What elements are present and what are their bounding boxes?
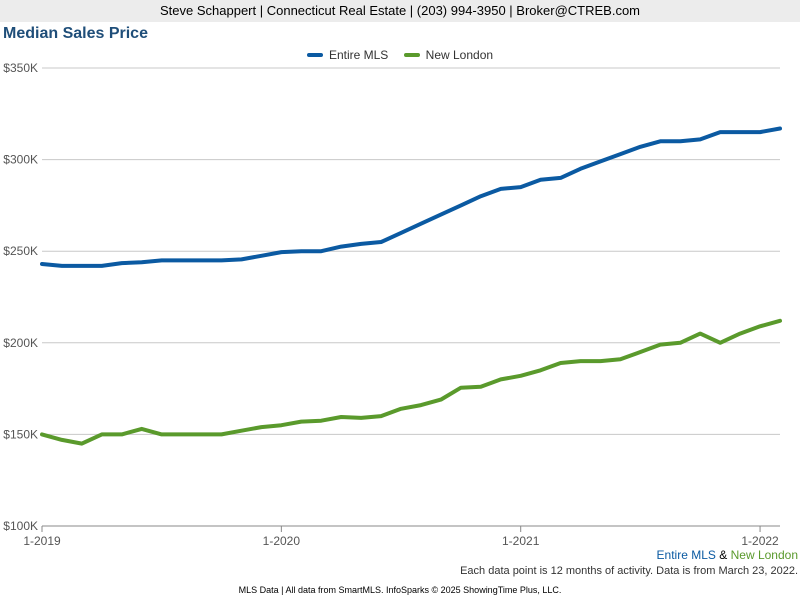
activity-note: Each data point is 12 months of activity… [460, 565, 798, 577]
y-tick-label: $200K [3, 336, 38, 350]
y-tick-label: $150K [3, 427, 38, 441]
y-tick-label: $300K [3, 153, 38, 167]
footer-credit: MLS Data | All data from SmartMLS. InfoS… [238, 585, 562, 595]
chart-title: Median Sales Price [3, 25, 148, 42]
y-tick-label: $100K [3, 519, 38, 533]
y-tick-label: $250K [3, 244, 38, 258]
legend-label-new-london: New London [425, 48, 494, 62]
legend-swatch-entire-mls [306, 53, 323, 57]
legend: Entire MLS New London [0, 46, 800, 62]
series-note-town: New London [730, 548, 798, 562]
series-line-entire-mls [40, 126, 782, 268]
series-note-amp: & [719, 548, 728, 562]
legend-item-new-london[interactable]: New London [403, 48, 494, 62]
legend-swatch-new-london [403, 53, 420, 57]
series-note-mls: Entire MLS [656, 548, 716, 562]
x-tick-label: 1-2022 [741, 534, 779, 548]
x-tick-label: 1-2019 [23, 534, 61, 548]
legend-item-entire-mls[interactable]: Entire MLS [306, 48, 389, 62]
series-note: Entire MLS & New London [657, 548, 798, 562]
series-line-new-london [40, 318, 782, 446]
y-tick-label: $350K [3, 61, 38, 75]
legend-label-entire-mls: Entire MLS [328, 48, 389, 62]
x-tick-label: 1-2020 [263, 534, 301, 548]
x-tick-label: 1-2021 [502, 534, 540, 548]
header-text: Steve Schappert | Connecticut Real Estat… [160, 3, 640, 18]
header-bar: Steve Schappert | Connecticut Real Estat… [0, 0, 800, 22]
